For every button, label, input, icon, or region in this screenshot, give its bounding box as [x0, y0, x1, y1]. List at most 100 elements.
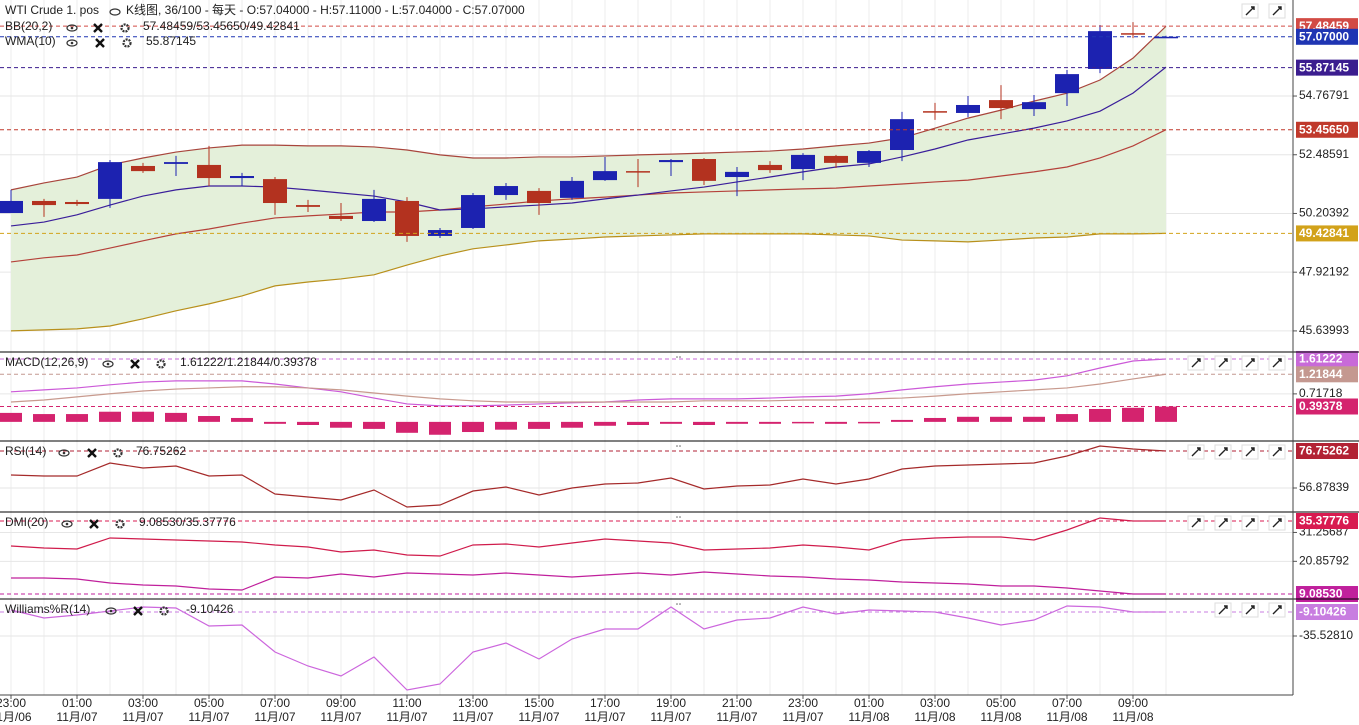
panel-button-icon — [1191, 358, 1201, 368]
row-icons — [58, 448, 123, 458]
price-tag-label: 1.61222 — [1299, 352, 1343, 366]
candle-body — [692, 159, 716, 181]
drag-handle — [676, 516, 678, 518]
histogram-bar — [561, 421, 583, 428]
x-date-label: 11月/07 — [188, 710, 229, 724]
price-tag-label: 0.39378 — [1299, 399, 1343, 413]
candle-body — [1055, 74, 1079, 94]
candle-body — [1154, 36, 1178, 39]
panel-button-icon — [1218, 358, 1228, 368]
eye-pupil — [65, 522, 69, 526]
eye-pupil — [62, 451, 66, 455]
histogram-bar — [759, 421, 781, 424]
panel-button-icon — [1191, 518, 1201, 528]
price-tag — [1296, 350, 1358, 367]
row-icons — [66, 38, 132, 48]
drag-handle — [676, 603, 678, 605]
candle-body — [461, 195, 485, 228]
x-tick-label: 05:00 — [194, 696, 224, 710]
x-date-label: 11月/07 — [782, 710, 823, 724]
drag-handle — [676, 356, 678, 358]
histogram-bar — [132, 411, 154, 422]
candle-body — [197, 164, 221, 179]
candle-body — [824, 155, 848, 163]
eye-icon — [66, 24, 78, 32]
gear-icon — [159, 606, 169, 616]
indicator-line — [10, 517, 1166, 557]
eye-pupil — [109, 609, 113, 613]
candle-body — [263, 179, 287, 204]
candle-body — [428, 230, 452, 236]
x-date-label: 11月/07 — [320, 710, 361, 724]
panel-button-icon — [1245, 358, 1255, 368]
x-tick-label: 03:00 — [128, 696, 158, 710]
candle-body — [32, 200, 56, 206]
x-date-label: 11月/08 — [1112, 710, 1153, 724]
overlay-line — [10, 25, 1167, 191]
histogram-bar — [429, 421, 451, 435]
indicator-readout: 9.08530/35.37776 — [139, 515, 236, 529]
x-date-label: 11月/08 — [914, 710, 955, 724]
panel-button-icon — [1218, 518, 1228, 528]
candle-body — [725, 171, 749, 178]
chart-title: WTI Crude 1. pos — [5, 3, 99, 17]
x-date-label: 11月/08 — [848, 710, 889, 724]
histogram-bar — [165, 412, 187, 422]
histogram-bar — [1155, 406, 1177, 422]
histogram-bar — [396, 421, 418, 433]
price-tag-label: -9.10426 — [1299, 605, 1347, 619]
candle-body — [758, 164, 782, 171]
eye-pupil — [70, 26, 74, 30]
y-tick-label: 0.71718 — [1299, 386, 1343, 400]
gear-icon — [115, 519, 125, 529]
price-tag-label: 35.37776 — [1299, 514, 1349, 528]
histogram-bar — [99, 411, 121, 422]
histogram-bar — [1122, 407, 1144, 422]
y-tick-label: 47.92192 — [1299, 264, 1349, 278]
candle-body — [395, 200, 419, 236]
close-icon — [93, 23, 103, 33]
row-icons — [66, 23, 130, 33]
x-date-label: 11月/07 — [56, 710, 97, 724]
candle-body — [65, 201, 89, 205]
histogram-bar — [462, 421, 484, 433]
x-date-label: 11月/07 — [716, 710, 757, 724]
candle-body — [593, 171, 617, 181]
x-date-label: 11月/07 — [518, 710, 559, 724]
price-tag-label: 49.42841 — [1299, 226, 1349, 240]
indicator-line — [10, 373, 1167, 403]
gear-icon — [122, 38, 132, 48]
x-tick-label: 15:00 — [524, 696, 554, 710]
price-tag-label: 76.75262 — [1299, 444, 1349, 458]
chart-subtitle: K线图, 36/100 - 每天 - O:57.04000 - H:57.110… — [126, 2, 525, 17]
close-icon — [130, 359, 140, 369]
histogram-bar — [858, 421, 880, 424]
candle-body — [131, 165, 155, 172]
eye-pupil — [70, 41, 74, 45]
histogram-bar — [231, 417, 253, 422]
indicator-readout: -9.10426 — [186, 602, 234, 616]
panel-button-icon — [1245, 605, 1255, 615]
x-tick-label: 23:00 — [0, 696, 26, 710]
close-icon — [87, 448, 97, 458]
histogram-bar — [990, 416, 1012, 422]
x-tick-label: 07:00 — [1052, 696, 1082, 710]
candle-body — [1121, 33, 1145, 35]
x-date-label: 11月/06 — [0, 710, 32, 724]
x-tick-label: 09:00 — [326, 696, 356, 710]
candle-body — [527, 190, 551, 204]
panel-button-icon — [1245, 447, 1255, 457]
x-tick-label: 13:00 — [458, 696, 488, 710]
histogram-bar — [924, 417, 946, 422]
price-tag — [1296, 366, 1358, 383]
y-tick-label: 54.76791 — [1299, 88, 1349, 102]
y-tick-label: 20.85792 — [1299, 553, 1349, 567]
x-date-label: 11月/07 — [122, 710, 163, 724]
x-tick-label: 23:00 — [788, 696, 818, 710]
indicator-title: Williams%R(14) — [5, 602, 90, 616]
price-tag-label: 1.21844 — [1299, 367, 1343, 381]
histogram-bar — [660, 421, 682, 424]
candle-body — [791, 154, 815, 170]
